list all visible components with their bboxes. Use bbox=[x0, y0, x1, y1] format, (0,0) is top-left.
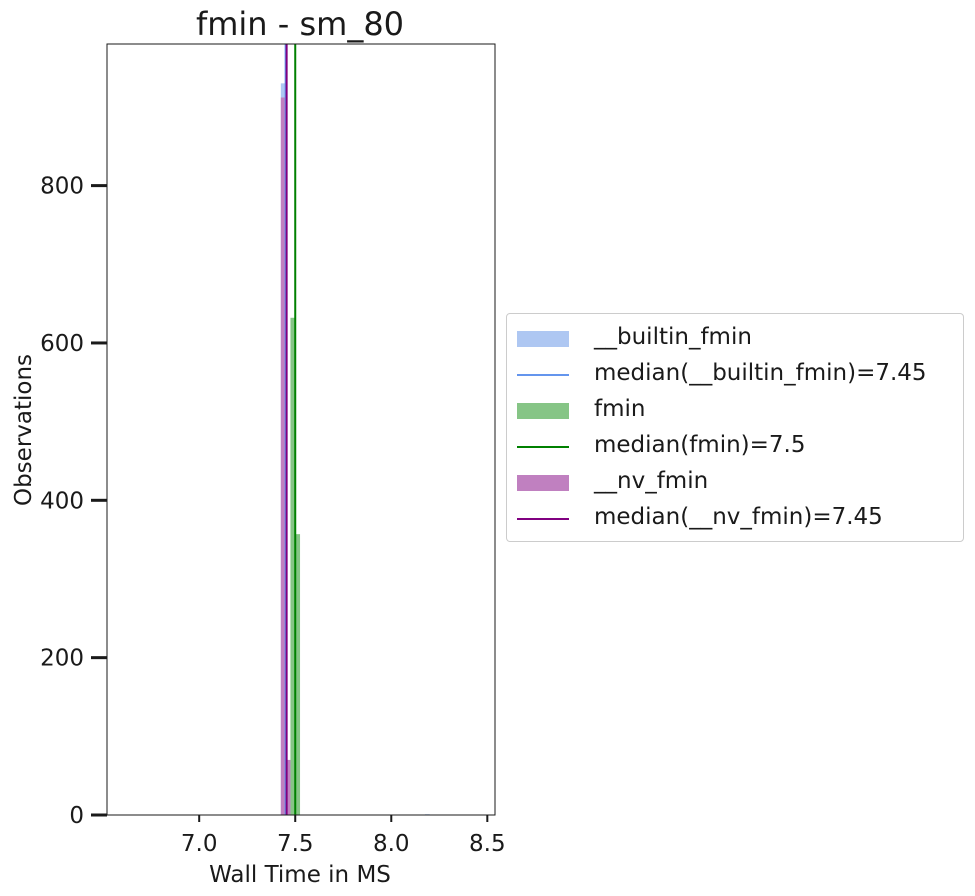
y-axis-label: Observations bbox=[11, 354, 37, 506]
legend-swatch-fmin bbox=[517, 403, 569, 419]
legend-item-builtin-fmin: __builtin_fmin bbox=[507, 320, 963, 356]
legend-label-nv-fmin-median: median(__nv_fmin)=7.45 bbox=[594, 504, 883, 530]
bar-fmin-1 bbox=[295, 534, 301, 815]
x-tick-label: 7.5 bbox=[277, 831, 314, 857]
y-tick-label: 800 bbox=[40, 174, 84, 200]
legend-label-fmin: fmin bbox=[594, 396, 646, 422]
histogram-bars bbox=[280, 83, 430, 816]
plot-frame bbox=[106, 43, 496, 816]
median-lines bbox=[284, 44, 297, 815]
chart-legend: __builtin_fmin median(__builtin_fmin)=7.… bbox=[506, 313, 964, 542]
legend-line-fmin-median bbox=[517, 446, 569, 448]
legend-swatch-builtin-fmin bbox=[517, 331, 569, 347]
y-tick-label: 200 bbox=[40, 646, 84, 672]
legend-item-nv-fmin: __nv_fmin bbox=[507, 464, 963, 500]
legend-line-nv-fmin-median bbox=[517, 518, 569, 520]
x-axis-label: Wall Time in MS bbox=[209, 862, 391, 888]
x-tick-label: 8.5 bbox=[469, 831, 506, 857]
y-tick-label: 400 bbox=[40, 488, 84, 514]
bar-nv-fmin-0 bbox=[280, 97, 286, 815]
bar-nv-fmin-1 bbox=[285, 759, 291, 815]
y-tick-label: 600 bbox=[40, 331, 84, 357]
legend-label-builtin-fmin-median: median(__builtin_fmin)=7.45 bbox=[594, 360, 927, 386]
legend-line-builtin-fmin-median bbox=[517, 374, 569, 376]
x-tick-label: 7.0 bbox=[181, 831, 218, 857]
legend-item-nv-fmin-median: median(__nv_fmin)=7.45 bbox=[507, 500, 963, 536]
bar-fmin-0 bbox=[290, 317, 296, 815]
legend-label-fmin-median: median(fmin)=7.5 bbox=[594, 432, 806, 458]
x-tick-label: 8.0 bbox=[373, 831, 410, 857]
y-axis-ticks: 0 200 400 600 800 bbox=[40, 174, 107, 829]
legend-label-builtin-fmin: __builtin_fmin bbox=[594, 324, 752, 350]
legend-item-fmin-median: median(fmin)=7.5 bbox=[507, 428, 963, 464]
legend-label-nv-fmin: __nv_fmin bbox=[594, 468, 709, 494]
y-tick-label: 0 bbox=[69, 803, 84, 829]
legend-swatch-nv-fmin bbox=[517, 475, 569, 491]
legend-item-builtin-fmin-median: median(__builtin_fmin)=7.45 bbox=[507, 356, 963, 392]
legend-item-fmin: fmin bbox=[507, 392, 963, 428]
x-axis-ticks: 7.0 7.5 8.0 8.5 bbox=[181, 815, 506, 857]
chart-title: fmin - sm_80 bbox=[196, 5, 404, 43]
